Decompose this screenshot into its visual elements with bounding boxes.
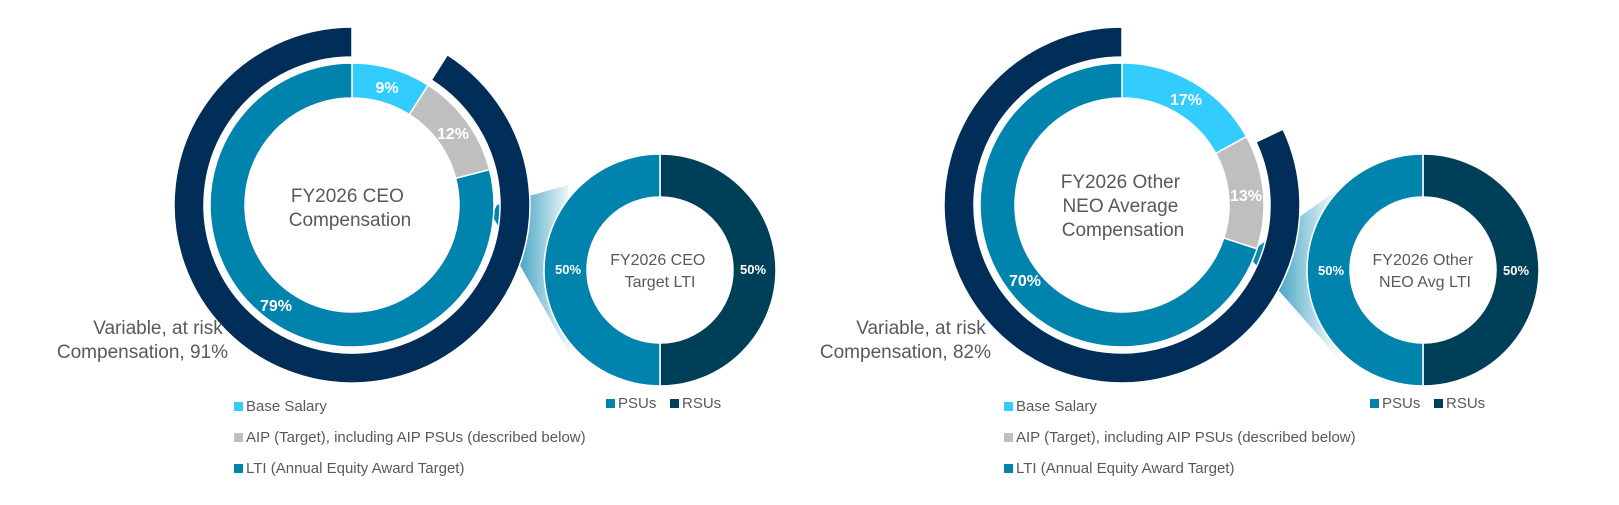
slice-label-psus: 50% — [555, 262, 581, 277]
variable-at-risk-line: Compensation, 91% — [57, 342, 228, 363]
outer-ring-variable-at-risk — [943, 26, 1301, 384]
ceo-lti-chart: 50% 50% FY2026 CEO Target LTI PSUs RSUs — [543, 153, 777, 412]
legend-label-aip: AIP (Target), including AIP PSUs (descri… — [246, 429, 586, 446]
slice-label-lti: 70% — [1009, 273, 1041, 290]
legend-swatch-psus — [606, 399, 615, 408]
chart-center-title: FY2026 CEO Target LTI — [610, 252, 710, 291]
chart-center-title: FY2026 CEO Compensation — [289, 186, 412, 231]
slice-labels: 17% 13% 70% — [1009, 92, 1262, 290]
slice-label-psus: 50% — [1318, 263, 1344, 278]
legend-swatch-aip — [234, 433, 243, 442]
chart-center-title-line: FY2026 Other — [1373, 252, 1474, 269]
variable-at-risk-line: Variable, at risk — [856, 318, 986, 339]
legend-label-lti: LTI (Annual Equity Award Target) — [246, 460, 464, 477]
chart-center-title-line: NEO Avg LTI — [1379, 274, 1471, 291]
legend: PSUs RSUs — [1370, 395, 1485, 412]
slice-rsus — [1422, 153, 1540, 387]
variable-at-risk-line: Variable, at risk — [93, 318, 223, 339]
inner-ring-compensation-mix — [979, 62, 1265, 348]
lti-ring — [543, 153, 777, 387]
legend: PSUs RSUs — [606, 395, 721, 412]
chart-center-title-line: Compensation — [1062, 220, 1185, 241]
chart-center-title-line: NEO Average — [1062, 196, 1178, 217]
variable-at-risk-line: Compensation, 82% — [820, 342, 991, 363]
legend-swatch-aip — [1004, 433, 1013, 442]
slice-label-aip: 12% — [437, 126, 469, 143]
slice-lti — [209, 62, 495, 348]
outer-ring-variable-at-risk — [173, 26, 531, 384]
legend: Base Salary AIP (Target), including AIP … — [234, 398, 586, 477]
chart-center-title-line: FY2026 CEO — [610, 252, 705, 269]
legend-swatch-rsus — [1434, 399, 1443, 408]
slice-variable-at-risk — [173, 26, 531, 384]
legend-swatch-psus — [1370, 399, 1379, 408]
legend-label-psus: PSUs — [618, 395, 656, 412]
legend: Base Salary AIP (Target), including AIP … — [1004, 398, 1356, 477]
legend-label-lti: LTI (Annual Equity Award Target) — [1016, 460, 1234, 477]
chart-center-title: FY2026 Other NEO Average Compensation — [1061, 172, 1186, 241]
slice-label-aip: 13% — [1230, 188, 1262, 205]
legend-swatch-lti — [1004, 464, 1013, 473]
legend-swatch-base-salary — [1004, 402, 1013, 411]
chart-center-title-line: Target LTI — [625, 274, 696, 291]
neo-compensation-chart: 17% 13% 70% FY2026 Other NEO Average Com… — [820, 26, 1356, 477]
legend-label-rsus: RSUs — [1446, 395, 1485, 412]
legend-swatch-base-salary — [234, 402, 243, 411]
legend-label-rsus: RSUs — [682, 395, 721, 412]
chart-center-title-line: Compensation — [289, 210, 412, 231]
slice-label-base-salary: 9% — [375, 80, 398, 97]
lti-ring — [1306, 153, 1540, 387]
chart-center-title-line: FY2026 Other — [1061, 172, 1181, 193]
legend-label-psus: PSUs — [1382, 395, 1420, 412]
chart-center-title: FY2026 Other NEO Avg LTI — [1373, 252, 1478, 291]
legend-label-base-salary: Base Salary — [1016, 398, 1097, 415]
chart-center-title-line: FY2026 CEO — [291, 186, 404, 207]
ceo-compensation-chart: 9% 12% 79% FY2026 CEO Compensation Varia… — [57, 26, 586, 477]
slice-variable-at-risk — [943, 26, 1301, 384]
inner-ring-compensation-mix — [209, 62, 495, 348]
variable-at-risk-label: Variable, at risk Compensation, 82% — [820, 318, 991, 363]
slice-label-base-salary: 17% — [1170, 92, 1202, 109]
neo-lti-chart: 50% 50% FY2026 Other NEO Avg LTI PSUs RS… — [1306, 153, 1540, 412]
legend-label-aip: AIP (Target), including AIP PSUs (descri… — [1016, 429, 1356, 446]
slice-psus — [543, 153, 661, 387]
slice-label-rsus: 50% — [1503, 263, 1529, 278]
slice-rsus — [659, 153, 777, 387]
variable-at-risk-label: Variable, at risk Compensation, 91% — [57, 318, 228, 363]
slice-lti — [979, 62, 1258, 348]
legend-label-base-salary: Base Salary — [246, 398, 327, 415]
legend-swatch-lti — [234, 464, 243, 473]
legend-swatch-rsus — [670, 399, 679, 408]
slice-label-lti: 79% — [260, 298, 292, 315]
slice-labels: 9% 12% 79% — [260, 80, 469, 315]
slice-label-rsus: 50% — [740, 262, 766, 277]
slice-psus — [1306, 153, 1424, 387]
